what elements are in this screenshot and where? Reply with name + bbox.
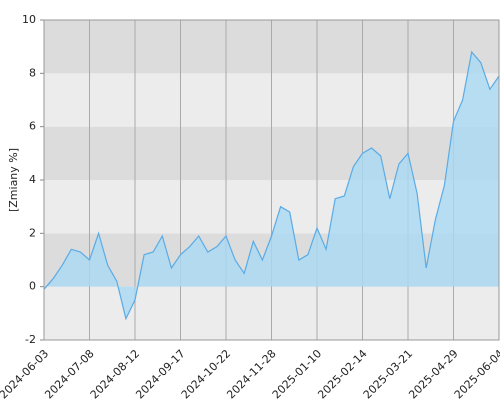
- y-axis-label: [Zmiany %]: [7, 148, 20, 212]
- y-tick-label: 0: [29, 280, 36, 293]
- y-tick-label: 2: [29, 226, 36, 239]
- area: [44, 52, 499, 319]
- y-tick-label: 4: [29, 173, 36, 186]
- y-tick-label: -2: [25, 333, 36, 346]
- y-tick-label: 8: [29, 66, 36, 79]
- y-tick-label: 10: [22, 13, 36, 26]
- y-tick-label: 6: [29, 120, 36, 133]
- plot-frame: [43, 19, 500, 341]
- line: [43, 50, 500, 321]
